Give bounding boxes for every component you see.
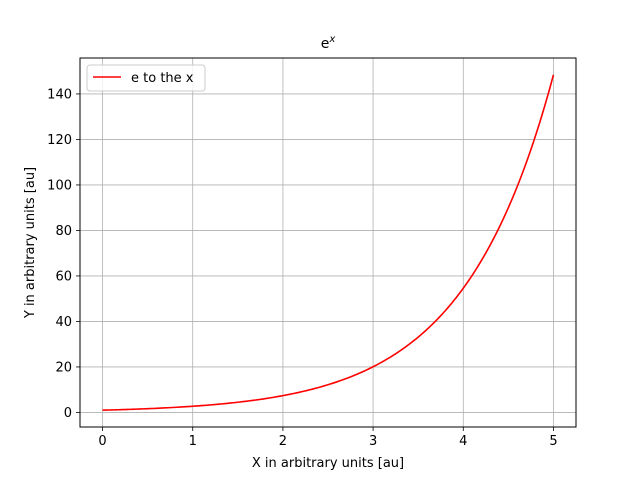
x-axis-label: X in arbitrary units [au]	[252, 456, 404, 471]
chart-title-base: e	[321, 36, 330, 52]
y-tick-label: 60	[55, 269, 72, 284]
x-tick-label: 5	[549, 434, 557, 449]
y-tick-label: 80	[55, 224, 72, 239]
chart-title-superscript: x	[328, 34, 335, 45]
legend: e to the x	[86, 64, 206, 92]
series-line-0	[102, 74, 555, 411]
y-tick-label: 20	[55, 360, 72, 375]
x-tick-label: 3	[369, 434, 377, 449]
x-tick-label: 4	[459, 434, 467, 449]
y-tick-label: 0	[64, 406, 72, 421]
legend-box	[86, 64, 206, 92]
y-axis-label: Y in arbitrary units [au]	[23, 167, 38, 319]
x-tick-label: 0	[98, 434, 106, 449]
axes-frame	[79, 57, 577, 428]
y-tick-label: 120	[47, 133, 72, 148]
y-tick-label: 140	[47, 87, 72, 102]
y-tick-label: 40	[55, 315, 72, 330]
x-tick-label: 1	[189, 434, 197, 449]
legend-label: e to the x	[131, 71, 194, 86]
x-tick-label: 2	[279, 434, 287, 449]
ticks: 0 1 2 3 4 5 0 20 40 60 80 100 120 140	[47, 87, 557, 449]
chart-title: ex	[321, 34, 336, 52]
grid	[80, 58, 576, 427]
y-tick-label: 100	[47, 178, 72, 193]
series-layer	[102, 74, 555, 411]
